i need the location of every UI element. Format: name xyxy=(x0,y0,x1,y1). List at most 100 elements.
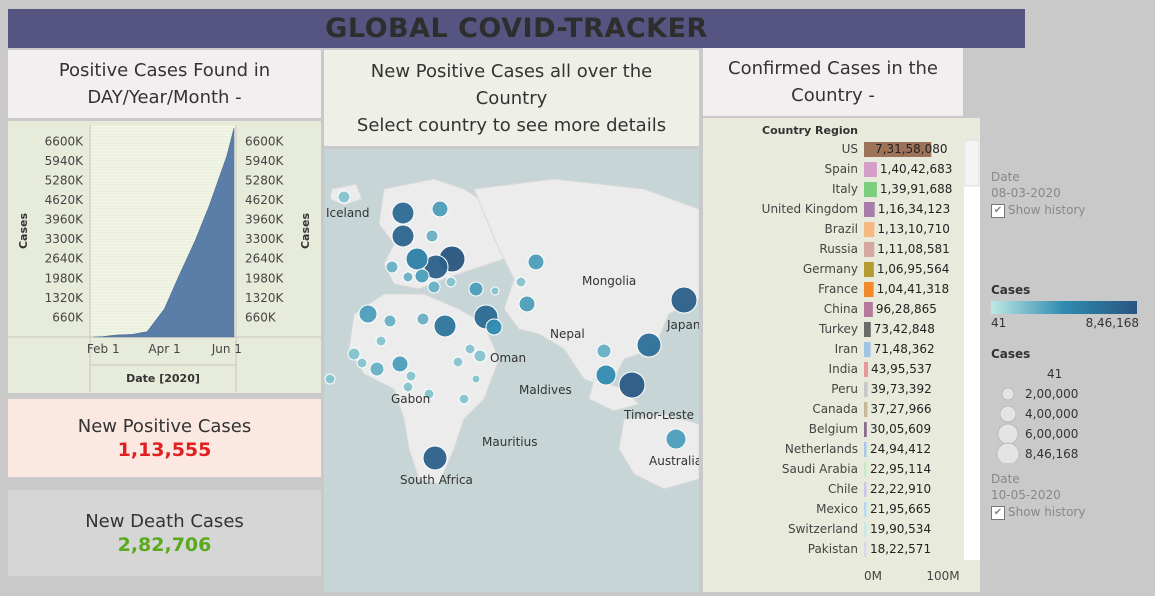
map-bubble[interactable] xyxy=(402,381,414,393)
bar[interactable] xyxy=(864,242,875,257)
bar-category-label: Iran xyxy=(835,342,858,356)
map-bubble[interactable] xyxy=(423,388,435,400)
map-bubble[interactable] xyxy=(385,260,399,274)
show-history-1[interactable]: ✔ Show history xyxy=(991,203,1151,218)
map-bubble[interactable] xyxy=(485,318,503,336)
show-history-2[interactable]: ✔ Show history xyxy=(991,505,1151,520)
y-tick-label: 1980K xyxy=(45,271,85,285)
bar[interactable] xyxy=(864,182,877,197)
map-title-line3: Select country to see more details xyxy=(356,114,667,136)
bar-value-label: 22,22,910 xyxy=(870,482,931,496)
map-bubble[interactable] xyxy=(618,371,646,399)
map-bubble[interactable] xyxy=(636,332,662,358)
size-circle-5 xyxy=(996,442,1020,466)
bar[interactable] xyxy=(864,462,867,477)
map-bubble[interactable] xyxy=(405,370,417,382)
bar[interactable] xyxy=(864,422,867,437)
map-bubble[interactable] xyxy=(473,349,487,363)
bar-x-tick: 0M xyxy=(864,569,882,583)
area-chart-panel[interactable]: 660K 660K 1320K 1320K 1980K 1980K 2640K 2640K 33… xyxy=(8,121,321,393)
bar[interactable] xyxy=(864,302,873,317)
map-bubble[interactable] xyxy=(468,281,484,297)
map-bubble[interactable] xyxy=(358,304,378,324)
map-bubble[interactable] xyxy=(427,280,441,294)
map-bubble[interactable] xyxy=(445,276,457,288)
bar-scroll-track[interactable] xyxy=(964,140,980,560)
map-bubble[interactable] xyxy=(391,201,415,225)
map-bubble[interactable] xyxy=(527,253,545,271)
map-bubble[interactable] xyxy=(670,286,698,314)
map-bubble[interactable] xyxy=(515,276,527,288)
checkbox-icon[interactable]: ✔ xyxy=(991,505,1005,520)
x-tick-label: Apr 1 xyxy=(148,342,180,356)
area-chart[interactable]: 660K 660K 1320K 1320K 1980K 1980K 2640K 2640K 33… xyxy=(8,121,321,393)
bar[interactable] xyxy=(864,522,867,537)
map-bubble[interactable] xyxy=(431,200,449,218)
map-bubble[interactable] xyxy=(433,314,457,338)
map-bubble[interactable] xyxy=(391,355,409,373)
map-bubble[interactable] xyxy=(324,373,336,385)
bar[interactable] xyxy=(864,362,869,377)
map-bubble[interactable] xyxy=(369,361,385,377)
bar-category-label: United Kingdom xyxy=(762,202,858,216)
map-bubble[interactable] xyxy=(471,374,481,384)
bubble-layer[interactable] xyxy=(324,190,698,471)
map-bubble[interactable] xyxy=(414,268,430,284)
bar[interactable] xyxy=(864,442,867,457)
map-label-maldives: Maldives xyxy=(519,383,572,397)
bar[interactable] xyxy=(864,402,868,417)
bar[interactable] xyxy=(864,342,871,357)
bar-value-label: 18,22,571 xyxy=(870,542,931,556)
bar-chart-panel[interactable]: Country Region US 7,31,58,080 Spain 1,40,42,… xyxy=(703,118,980,592)
map-bubble[interactable] xyxy=(665,428,687,450)
bar-x-tick: 100M xyxy=(926,569,959,583)
bar-category-label: Pakistan xyxy=(808,542,858,556)
bar[interactable] xyxy=(864,162,877,177)
map-svg[interactable]: Iceland Mongolia Japan Nepal Oman Maldiv… xyxy=(324,149,699,592)
y-tick-label: 2640K xyxy=(45,252,85,266)
new-positive-value: 1,13,555 xyxy=(117,438,212,461)
y-axis-label: Cases xyxy=(17,213,30,250)
bar[interactable] xyxy=(864,382,868,397)
map-bubble[interactable] xyxy=(347,347,361,361)
bar-value-label: 24,94,412 xyxy=(870,442,931,456)
world-map[interactable]: Iceland Mongolia Japan Nepal Oman Maldiv… xyxy=(324,149,699,592)
map-bubble[interactable] xyxy=(596,343,612,359)
area-series[interactable] xyxy=(93,127,235,338)
map-bubble[interactable] xyxy=(518,295,536,313)
bar-value-label: 1,13,10,710 xyxy=(877,222,950,236)
bar[interactable] xyxy=(864,282,874,297)
map-bubble[interactable] xyxy=(391,224,415,248)
map-bubble[interactable] xyxy=(464,343,476,355)
bar-chart-title: Confirmed Cases in the Country - xyxy=(703,48,963,116)
bar[interactable] xyxy=(864,202,875,217)
map-bubble[interactable] xyxy=(452,356,464,368)
map-bubble[interactable] xyxy=(490,286,500,296)
bar[interactable] xyxy=(864,502,867,517)
map-bubble[interactable] xyxy=(405,247,429,271)
map-bubble[interactable] xyxy=(422,445,448,471)
bar[interactable] xyxy=(864,222,875,237)
map-label-australia: Australia xyxy=(649,454,699,468)
x-axis-label: Date [2020] xyxy=(126,372,200,385)
bar[interactable] xyxy=(864,542,867,557)
bar-category-label: France xyxy=(818,282,858,296)
map-bubble[interactable] xyxy=(383,314,397,328)
map-bubble[interactable] xyxy=(337,190,351,204)
map-bubble[interactable] xyxy=(356,357,368,369)
bar[interactable] xyxy=(864,142,932,157)
bar[interactable] xyxy=(864,262,874,277)
checkbox-icon[interactable]: ✔ xyxy=(991,203,1005,218)
map-bubble[interactable] xyxy=(416,312,430,326)
y2-tick-label: 2640K xyxy=(245,252,285,266)
map-bubble[interactable] xyxy=(425,229,439,243)
map-bubble[interactable] xyxy=(595,364,617,386)
new-death-cases-card: New Death Cases 2,82,706 xyxy=(8,490,321,576)
bar[interactable] xyxy=(864,482,867,497)
map-bubble[interactable] xyxy=(402,271,414,283)
bar[interactable] xyxy=(864,322,871,337)
bar-chart[interactable]: Country Region US 7,31,58,080 Spain 1,40,42,… xyxy=(703,118,980,592)
map-bubble[interactable] xyxy=(375,335,387,347)
map-bubble[interactable] xyxy=(458,393,470,405)
bar-scroll-thumb[interactable] xyxy=(964,139,980,187)
